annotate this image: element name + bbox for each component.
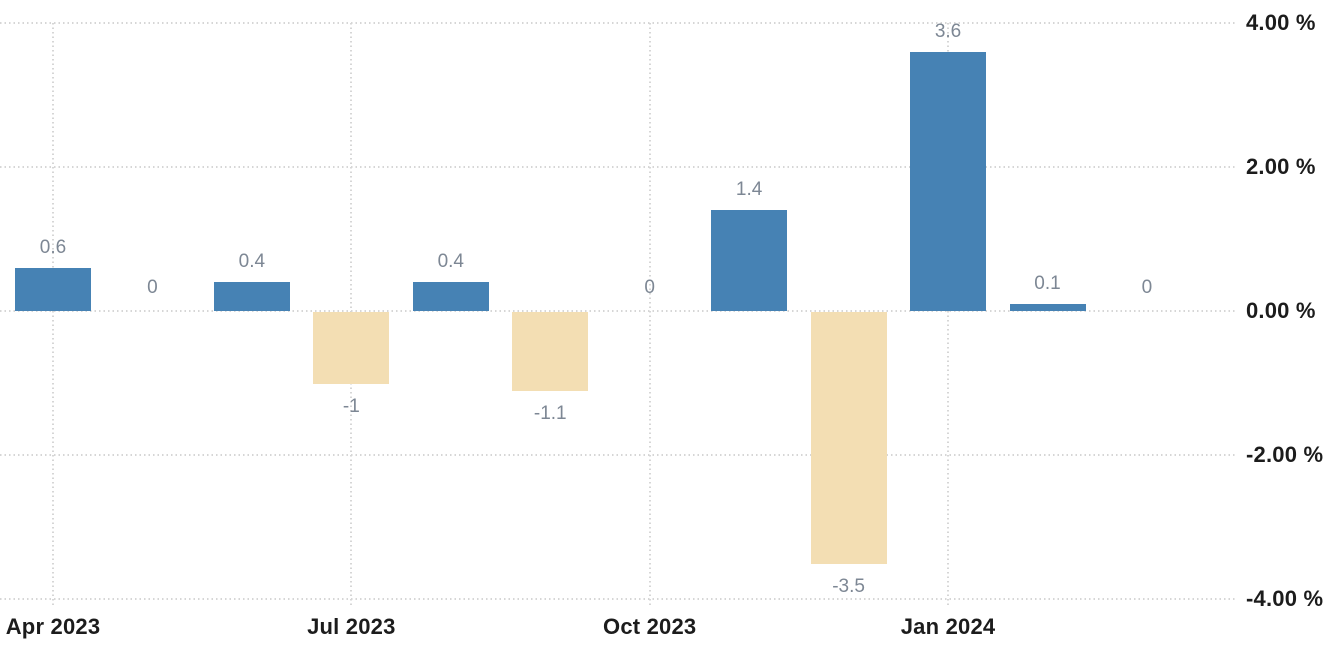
gridline-vertical bbox=[52, 23, 54, 607]
bar-sep-2023 bbox=[512, 312, 589, 392]
x-axis-tick-label: Jul 2023 bbox=[307, 614, 396, 639]
bar-aug-2023 bbox=[412, 282, 489, 311]
bar-value-label: 0 bbox=[644, 277, 655, 298]
x-axis-tick-label: Oct 2023 bbox=[603, 614, 697, 639]
gridline-horizontal bbox=[0, 310, 1237, 312]
bar-value-label: -1 bbox=[342, 396, 360, 417]
y-axis-tick-label: -2.00 % bbox=[1246, 442, 1324, 467]
bar-jul-2023 bbox=[313, 312, 390, 384]
bar-feb-2024 bbox=[1009, 303, 1086, 311]
bar-apr-2023 bbox=[15, 267, 91, 311]
gridline-horizontal bbox=[0, 454, 1237, 456]
y-axis-tick-label: -4.00 % bbox=[1246, 586, 1324, 611]
gridline-vertical bbox=[648, 23, 651, 607]
bar-nov-2023 bbox=[711, 210, 788, 311]
bar-value-label: 1.4 bbox=[735, 179, 763, 201]
bar-value-label: 0 bbox=[147, 277, 158, 298]
x-axis-tick-label: Jan 2024 bbox=[900, 614, 996, 639]
gridline-horizontal bbox=[0, 166, 1237, 168]
bar-jan-2024 bbox=[910, 51, 987, 311]
bar-value-label: -1.1 bbox=[533, 403, 567, 425]
bar-value-label: 0.4 bbox=[437, 251, 464, 273]
gridline-horizontal bbox=[0, 22, 1237, 24]
x-axis-tick-label: Apr 2023 bbox=[5, 614, 101, 639]
gridline-vertical bbox=[947, 23, 950, 607]
y-axis-tick-label: 2.00 % bbox=[1246, 154, 1316, 179]
y-axis-tick-label: 4.00 % bbox=[1246, 10, 1316, 35]
bar-value-label: 0.4 bbox=[238, 251, 266, 273]
bar-value-label: 0 bbox=[1141, 277, 1153, 298]
y-axis-tick-label: 0.00 % bbox=[1246, 298, 1316, 323]
bar-value-label: -3.5 bbox=[832, 576, 865, 597]
bar-value-label: 0.1 bbox=[1034, 272, 1061, 294]
bar-value-label: 0.6 bbox=[39, 236, 67, 258]
bar-jun-2023 bbox=[213, 282, 290, 311]
bar-value-label: 3.6 bbox=[934, 20, 962, 42]
bar-dec-2023 bbox=[810, 312, 887, 564]
gridline-horizontal bbox=[0, 598, 1237, 600]
